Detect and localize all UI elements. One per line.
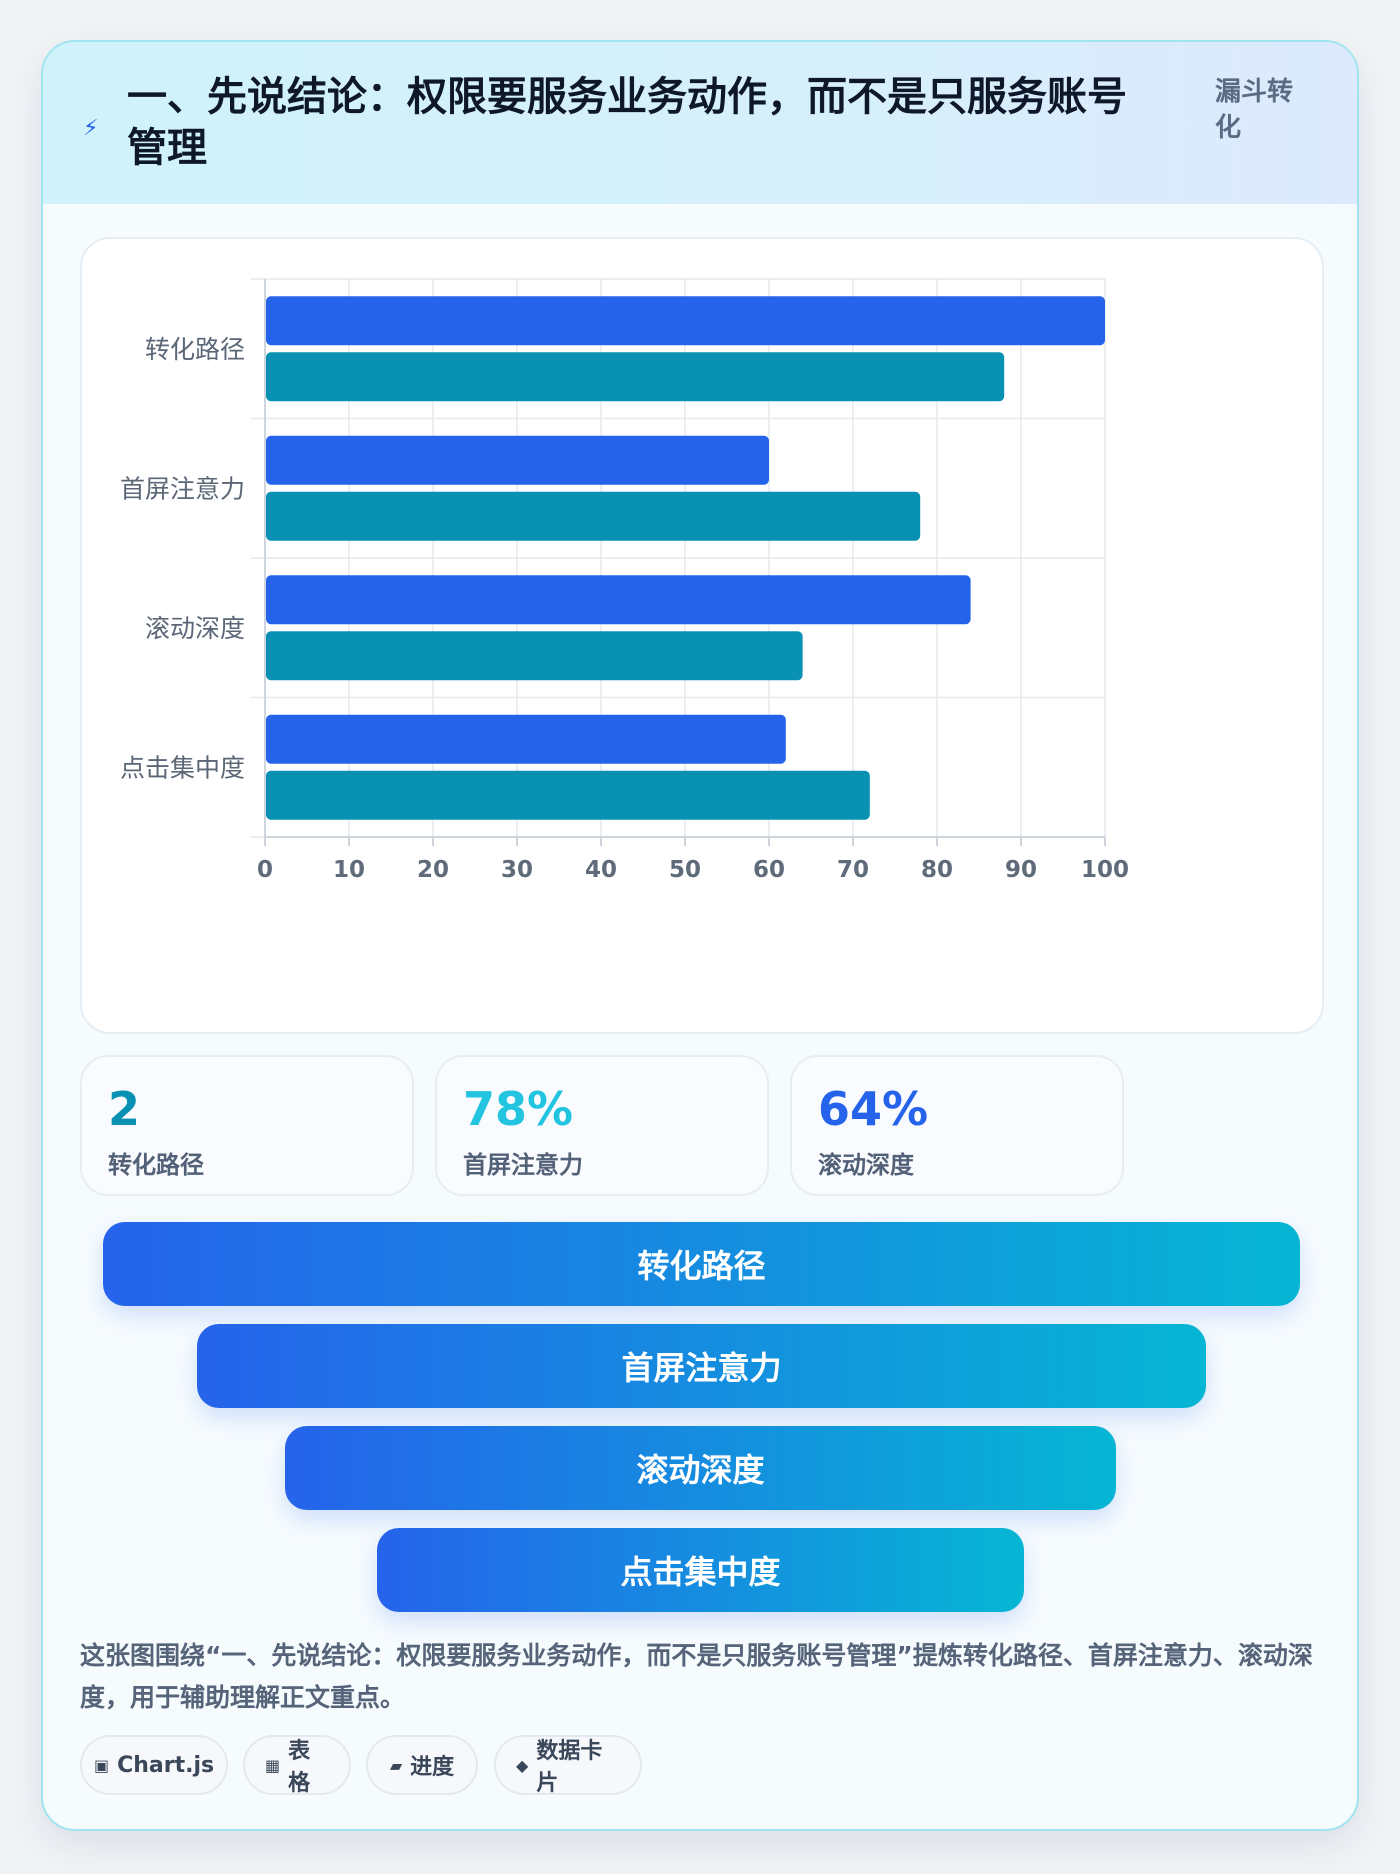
chip-label: 进度	[410, 1755, 455, 1780]
funnel-step-1: 转化路径	[103, 1222, 1300, 1306]
stat-label: 滚动深度	[818, 1151, 914, 1179]
page-title: 一、先说结论：权限要服务业务动作，而不是只服务账号管理	[127, 74, 1127, 171]
x-tick-label: 80	[921, 857, 953, 883]
x-tick-label: 70	[837, 857, 869, 883]
x-tick-label: 100	[1081, 857, 1129, 883]
bolt-icon: ⚡	[83, 116, 99, 141]
chart-type-tag: 漏斗转化	[1215, 77, 1294, 143]
x-tick-label: 90	[1005, 857, 1037, 883]
stat-card-2: 78% 首屏注意力	[435, 1055, 769, 1196]
chip-progress[interactable]: ▰ 进度	[366, 1735, 478, 1795]
stat-label: 首屏注意力	[463, 1151, 583, 1179]
category-label: 转化路径	[145, 335, 245, 364]
stat-value: 78%	[463, 1082, 574, 1136]
article-card: ⚡ 一、先说结论：权限要服务业务动作，而不是只服务账号管理 漏斗转化 0 10 20…	[41, 40, 1359, 1831]
chip-data-cards[interactable]: ◆ 数据卡片	[494, 1735, 642, 1796]
x-tick-label: 40	[585, 857, 617, 883]
bar	[266, 491, 921, 541]
progress-icon: ▰	[389, 1755, 403, 1775]
stat-value: 2	[108, 1082, 141, 1136]
category-label: 点击集中度	[120, 753, 245, 782]
stat-card-1: 2 转化路径	[80, 1055, 414, 1196]
card-header: ⚡ 一、先说结论：权限要服务业务动作，而不是只服务账号管理 漏斗转化	[43, 42, 1357, 204]
x-tick-label: 50	[669, 857, 701, 883]
x-tick-label: 30	[501, 857, 533, 883]
bar	[266, 352, 1005, 402]
category-label: 滚动深度	[145, 614, 245, 643]
diamond-icon: ◆	[516, 1755, 529, 1775]
chip-label: 表格	[288, 1739, 311, 1796]
x-tick-label: 10	[333, 857, 365, 883]
x-tick-label: 60	[753, 857, 785, 883]
funnel-step-4: 点击集中度	[377, 1528, 1024, 1612]
bar	[266, 435, 769, 485]
chart-caption: 这张图围绕“一、先说结论：权限要服务业务动作，而不是只服务账号管理”提炼转化路径…	[80, 1641, 1313, 1712]
chart-icon: ▣	[93, 1755, 110, 1775]
bar	[266, 296, 1105, 346]
stat-label: 转化路径	[108, 1151, 204, 1179]
stat-card-3: 64% 滚动深度	[790, 1055, 1124, 1196]
bar	[266, 631, 803, 681]
chart-panel: 0 10 20 30 40 50 60 70 80 90 100 转化路径首屏注意力滚动深度点击集中度	[80, 237, 1324, 1034]
x-tick-label: 20	[417, 857, 449, 883]
funnel-step-3: 滚动深度	[285, 1426, 1116, 1510]
chip-chartjs[interactable]: ▣ Chart.js	[80, 1735, 228, 1795]
bar	[266, 575, 971, 625]
stat-value: 64%	[818, 1082, 929, 1136]
chip-label: Chart.js	[117, 1752, 215, 1778]
category-label: 首屏注意力	[120, 474, 245, 503]
table-icon: ▦	[265, 1755, 281, 1775]
bar	[266, 714, 786, 764]
funnel-step-2: 首屏注意力	[197, 1324, 1206, 1408]
chip-table[interactable]: ▦ 表格	[243, 1735, 351, 1796]
bar	[266, 770, 870, 820]
chip-label: 数据卡片	[536, 1739, 603, 1796]
x-tick-label: 0	[257, 857, 273, 883]
